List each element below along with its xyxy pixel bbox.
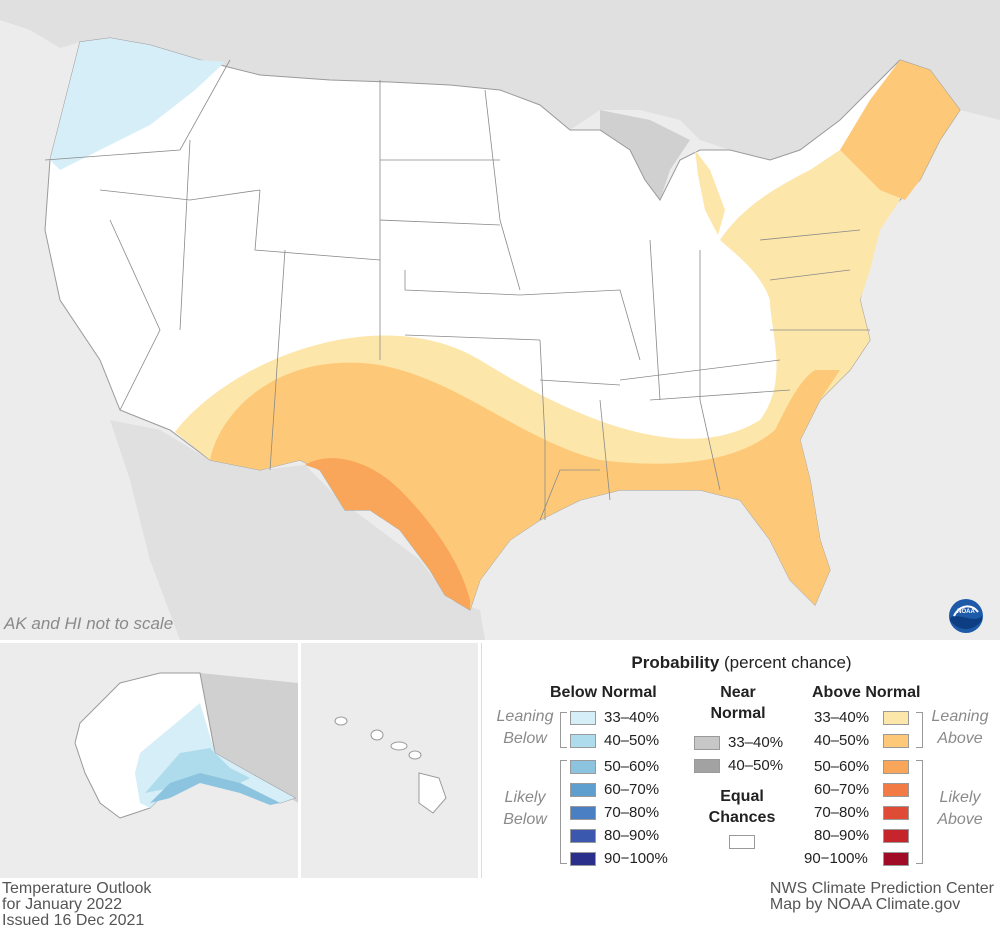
svg-text:NOAA: NOAA — [957, 609, 975, 615]
below-normal-leaning-region — [50, 38, 225, 170]
above-normal-leaning-michigan — [695, 150, 725, 235]
above-normal-50-60-region — [305, 458, 470, 610]
legend-swatch — [883, 852, 909, 866]
canada-landmass — [0, 0, 1000, 160]
legend-title-rest: (percent chance) — [719, 653, 852, 672]
legend-label: 70–80% — [814, 804, 870, 821]
legend-label: 33–40% — [728, 734, 784, 751]
below-normal-header: Below Normal — [550, 684, 657, 701]
legend-label: 40–50% — [728, 757, 784, 774]
credit-climate-gov: Map by NOAA Climate.gov — [769, 896, 961, 913]
legend-label: 40–50% — [814, 732, 870, 749]
above-normal-header: Above Normal — [812, 684, 921, 701]
likely-above-label: Likely Above — [922, 787, 998, 831]
likely-below-bracket — [560, 760, 567, 864]
legend-swatch — [883, 806, 909, 820]
legend-swatch — [570, 829, 596, 843]
likely-below-label: Likely Below — [486, 787, 564, 831]
legend-swatch — [570, 760, 596, 774]
legend-label: 90−100% — [604, 850, 668, 867]
equal-chances-swatch — [729, 835, 755, 849]
outlook-type: Temperature Outlook — [2, 880, 152, 897]
legend-label: 33–40% — [604, 709, 660, 726]
legend-swatch — [570, 852, 596, 866]
legend-swatch — [694, 759, 720, 773]
scale-note: AK and HI not to scale — [4, 614, 174, 633]
legend-swatch — [883, 711, 909, 725]
equal-chances-line1: Equal — [720, 788, 764, 805]
leaning-below-line2: Below — [503, 730, 547, 747]
hawaii-inset-map — [301, 643, 478, 878]
legend-label: 80–90% — [604, 827, 660, 844]
legend-title: Probability (percent chance) — [482, 653, 1000, 673]
legend-swatch — [883, 829, 909, 843]
leaning-below-line1: Leaning — [496, 708, 554, 725]
legend-swatch — [570, 783, 596, 797]
credit-cpc: NWS Climate Prediction Center — [769, 880, 994, 897]
legend-swatch — [570, 734, 596, 748]
likely-below-line1: Likely — [504, 789, 546, 806]
legend-swatch — [570, 711, 596, 725]
likely-above-line1: Likely — [939, 789, 981, 806]
legend-swatch — [883, 734, 909, 748]
hawaii-islands — [334, 716, 447, 814]
legend-label: 60–70% — [604, 781, 660, 798]
alaska-inset-map — [0, 643, 298, 878]
leaning-above-bracket — [916, 712, 923, 748]
legend-label: 50–60% — [814, 758, 870, 775]
leaning-above-line1: Leaning — [931, 708, 989, 725]
legend-label: 50–60% — [604, 758, 660, 775]
likely-below-line2: Below — [503, 811, 547, 828]
legend-label: 90−100% — [804, 850, 868, 867]
leaning-below-label: Leaning Below — [486, 706, 564, 750]
outlook-period: for January 2022 — [2, 896, 123, 913]
near-normal-header-line2: Normal — [710, 705, 766, 722]
alaska-below-50-60 — [150, 773, 280, 805]
issue-date: Issued 16 Dec 2021 — [2, 912, 145, 929]
legend-swatch — [570, 806, 596, 820]
equal-chances-line2: Chances — [708, 809, 776, 826]
leaning-above-label: Leaning Above — [922, 706, 998, 750]
mexico-landmass — [110, 420, 485, 640]
above-normal-40-50-northeast — [840, 60, 960, 200]
legend-label: 80–90% — [814, 827, 870, 844]
state-boundaries — [44, 59, 870, 521]
legend-swatch — [883, 783, 909, 797]
probability-legend: Probability (percent chance) Below Norma… — [481, 643, 1000, 878]
legend-label: 33–40% — [814, 709, 870, 726]
canada-landmass-inset — [200, 673, 298, 803]
legend-swatch — [883, 760, 909, 774]
legend-swatch — [694, 736, 720, 750]
conus-temperature-map — [0, 0, 1000, 640]
footer-right: NWS Climate Prediction Center Map by NOA… — [770, 881, 994, 913]
likely-above-bracket — [916, 760, 923, 864]
legend-label: 40–50% — [604, 732, 660, 749]
above-normal-40-50-region — [210, 362, 840, 610]
legend-title-bold: Probability — [631, 653, 720, 672]
leaning-above-line2: Above — [937, 730, 983, 747]
leaning-below-bracket — [560, 712, 567, 748]
near-normal-header-line1: Near — [720, 684, 756, 701]
noaa-logo-icon: NOAA — [949, 599, 983, 633]
legend-label: 60–70% — [814, 781, 870, 798]
legend-label: 70–80% — [604, 804, 660, 821]
likely-above-line2: Above — [937, 811, 983, 828]
footer-left: Temperature Outlook for January 2022 Iss… — [2, 881, 151, 929]
alaska-below-40-50 — [145, 748, 250, 793]
